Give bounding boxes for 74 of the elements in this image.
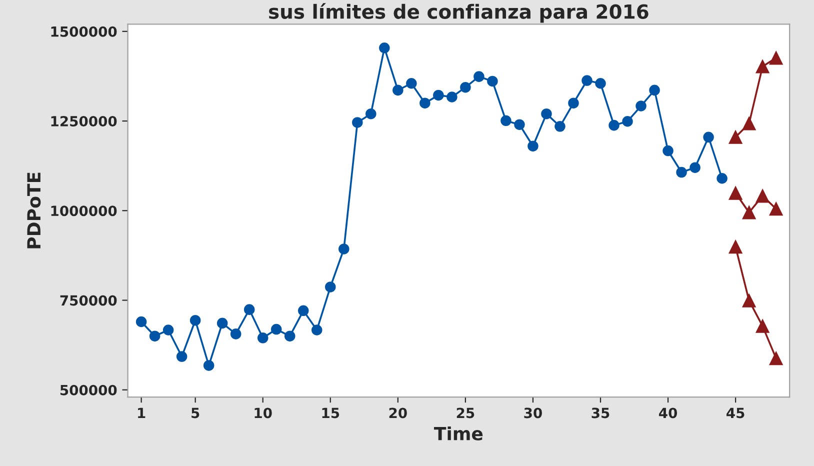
point bbox=[595, 78, 606, 89]
point bbox=[662, 145, 674, 156]
y-tick-label: 1500000 bbox=[51, 26, 117, 37]
point bbox=[582, 75, 592, 86]
point bbox=[203, 360, 214, 371]
point bbox=[433, 90, 444, 101]
point bbox=[420, 98, 430, 108]
point bbox=[244, 304, 255, 315]
point bbox=[284, 330, 296, 342]
point bbox=[716, 172, 728, 184]
point bbox=[149, 330, 160, 342]
point bbox=[352, 117, 363, 128]
point bbox=[769, 51, 783, 65]
point bbox=[769, 352, 783, 366]
point bbox=[742, 116, 756, 130]
point bbox=[379, 42, 390, 54]
x-tick-label: 10 bbox=[254, 408, 272, 418]
point bbox=[392, 84, 404, 96]
y-axis-title: PDPoTE bbox=[27, 172, 41, 248]
point bbox=[406, 78, 417, 89]
point bbox=[649, 84, 660, 96]
point bbox=[742, 294, 756, 308]
point bbox=[325, 282, 336, 292]
chart-title: sus límites de confianza para 2016 bbox=[269, 3, 648, 23]
point bbox=[312, 324, 322, 336]
point bbox=[216, 318, 228, 329]
point bbox=[742, 206, 756, 220]
point bbox=[190, 314, 201, 326]
point bbox=[541, 108, 552, 120]
point bbox=[676, 166, 687, 178]
point bbox=[136, 316, 147, 328]
x-tick-label: 30 bbox=[524, 408, 542, 418]
point bbox=[487, 76, 498, 87]
point bbox=[298, 305, 309, 316]
point bbox=[338, 244, 350, 254]
point bbox=[608, 120, 620, 131]
x-tick-label: 20 bbox=[389, 408, 407, 418]
x-tick-label: 35 bbox=[592, 408, 610, 418]
x-tick-label: 15 bbox=[322, 408, 340, 418]
point bbox=[460, 82, 471, 93]
x-tick-label: 5 bbox=[192, 408, 200, 418]
x-tick-label: 25 bbox=[456, 408, 474, 418]
point bbox=[554, 121, 566, 132]
point bbox=[257, 332, 268, 344]
point bbox=[568, 98, 579, 108]
point bbox=[176, 351, 188, 362]
point bbox=[756, 60, 770, 74]
point bbox=[622, 116, 633, 127]
point bbox=[446, 92, 458, 102]
point bbox=[162, 324, 174, 336]
x-tick-label: 45 bbox=[726, 408, 744, 418]
point bbox=[528, 140, 538, 152]
point bbox=[703, 132, 714, 143]
x-axis-title: Time bbox=[434, 426, 483, 440]
point bbox=[769, 202, 783, 216]
y-tick-label: 500000 bbox=[60, 384, 117, 396]
point bbox=[728, 240, 742, 254]
point bbox=[230, 328, 242, 340]
point bbox=[756, 319, 770, 333]
y-tick-label: 1250000 bbox=[51, 116, 117, 126]
point bbox=[474, 71, 484, 82]
point bbox=[500, 115, 512, 126]
point bbox=[270, 324, 282, 335]
y-tick-label: 750000 bbox=[60, 295, 117, 306]
point bbox=[366, 108, 376, 120]
point bbox=[728, 130, 742, 144]
x-tick-label: 1 bbox=[138, 408, 146, 418]
y-tick-label: 1000000 bbox=[51, 206, 117, 216]
point bbox=[728, 186, 742, 200]
point bbox=[636, 100, 646, 112]
point bbox=[514, 119, 525, 130]
point bbox=[690, 162, 700, 173]
x-tick-label: 40 bbox=[658, 408, 678, 418]
point bbox=[756, 189, 770, 203]
